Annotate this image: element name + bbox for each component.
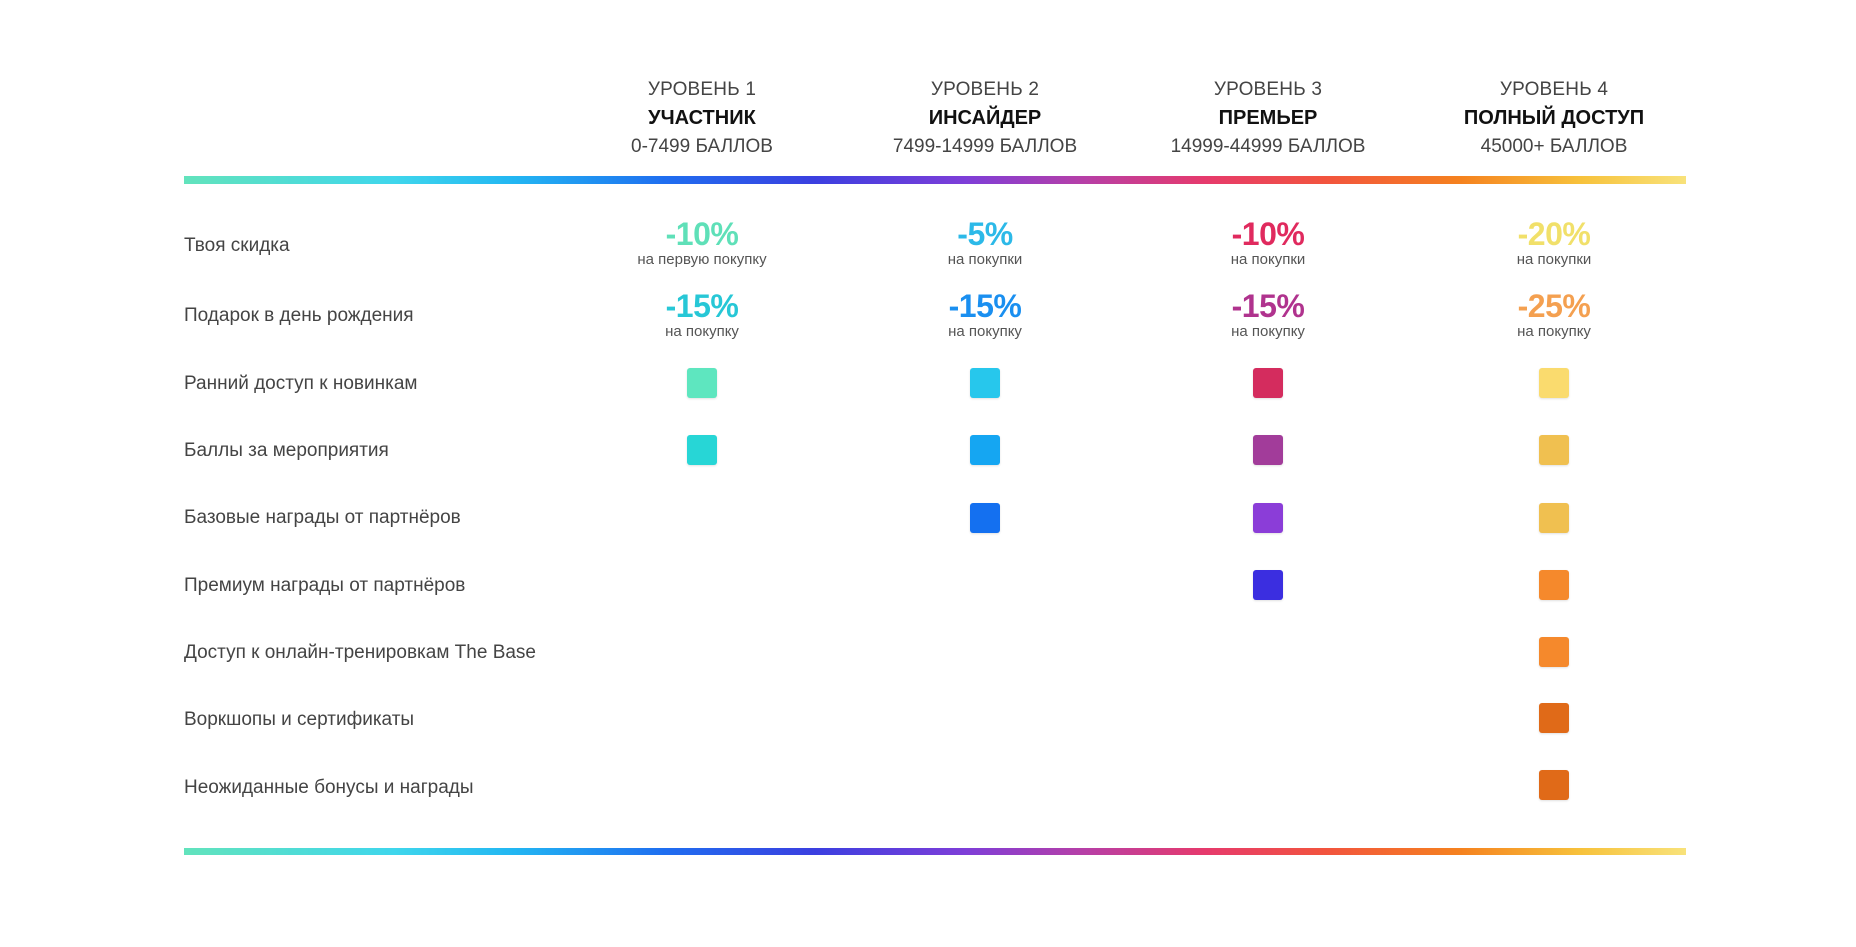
birthday-note: на покупку xyxy=(1231,323,1305,340)
benefit-check-square xyxy=(970,368,1000,398)
benefit-check-square xyxy=(1253,368,1283,398)
tier-level: УРОВЕНЬ 2 xyxy=(930,79,1040,100)
discount-cell-tier-3: -10% на покупки xyxy=(1148,217,1388,269)
benefit-check-square xyxy=(1253,503,1283,533)
tier-name: УЧАСТНИК xyxy=(648,107,756,129)
birthday-cell-tier-1: -15% на покупку xyxy=(582,289,822,341)
discount-note: на покупки xyxy=(1516,251,1592,268)
gradient-divider-bottom xyxy=(184,848,1686,855)
discount-note: на покупки xyxy=(1230,251,1306,268)
tier-range: 45000+ БАЛЛОВ xyxy=(1480,136,1628,157)
benefit-check-square xyxy=(1539,703,1569,733)
row-label-event-points: Баллы за мероприятия xyxy=(184,440,389,461)
benefit-check-square xyxy=(1253,435,1283,465)
gradient-divider-top xyxy=(184,176,1686,184)
birthday-note: на покупку xyxy=(1517,323,1591,340)
birthday-value: -15% xyxy=(665,288,739,324)
discount-note: на первую покупку xyxy=(637,251,767,268)
benefit-check-square xyxy=(1539,503,1569,533)
row-label-surprise-bonuses: Неожиданные бонусы и награды xyxy=(184,777,474,798)
row-label-basic-partner-rewards: Базовые награды от партнёров xyxy=(184,507,461,528)
tier-level: УРОВЕНЬ 1 xyxy=(647,79,757,100)
discount-note: на покупки xyxy=(947,251,1023,268)
discount-value: -10% xyxy=(665,216,739,252)
tier-header-3: УРОВЕНЬ 3 ПРЕМЬЕР 14999-44999 БАЛЛОВ xyxy=(1118,76,1418,160)
benefit-check-square xyxy=(970,503,1000,533)
benefit-check-square xyxy=(1539,368,1569,398)
tier-header-1: УРОВЕНЬ 1 УЧАСТНИК 0-7499 БАЛЛОВ xyxy=(552,76,852,160)
row-label-birthday: Подарок в день рождения xyxy=(184,305,414,326)
benefit-check-square xyxy=(1539,570,1569,600)
benefit-check-square xyxy=(1539,770,1569,800)
discount-cell-tier-1: -10% на первую покупку xyxy=(582,217,822,269)
birthday-note: на покупку xyxy=(948,323,1022,340)
benefit-check-square xyxy=(687,368,717,398)
benefit-check-square xyxy=(1253,570,1283,600)
tier-level: УРОВЕНЬ 4 xyxy=(1499,79,1609,100)
tier-name: ИНСАЙДЕР xyxy=(928,107,1042,129)
tier-name: ПОЛНЫЙ ДОСТУП xyxy=(1463,107,1645,129)
discount-value: -20% xyxy=(1517,216,1591,252)
tier-header-4: УРОВЕНЬ 4 ПОЛНЫЙ ДОСТУП 45000+ БАЛЛОВ xyxy=(1404,76,1704,160)
benefit-check-square xyxy=(970,435,1000,465)
row-label-workshops: Воркшопы и сертификаты xyxy=(184,709,415,730)
discount-value: -5% xyxy=(957,216,1013,252)
row-label-discount: Твоя скидка xyxy=(184,235,290,256)
row-label-early-access: Ранний доступ к новинкам xyxy=(184,373,418,394)
benefit-check-square xyxy=(1539,435,1569,465)
discount-cell-tier-2: -5% на покупки xyxy=(865,217,1105,269)
discount-value: -10% xyxy=(1231,216,1305,252)
tier-range: 14999-44999 БАЛЛОВ xyxy=(1170,136,1366,157)
tier-level: УРОВЕНЬ 3 xyxy=(1213,79,1323,100)
birthday-note: на покупку xyxy=(665,323,739,340)
tier-header-2: УРОВЕНЬ 2 ИНСАЙДЕР 7499-14999 БАЛЛОВ xyxy=(835,76,1135,160)
tier-range: 0-7499 БАЛЛОВ xyxy=(631,136,773,157)
birthday-cell-tier-2: -15% на покупку xyxy=(865,289,1105,341)
birthday-value: -15% xyxy=(1231,288,1305,324)
row-label-premium-partner-rewards: Премиум награды от партнёров xyxy=(184,575,466,596)
benefit-check-square xyxy=(687,435,717,465)
birthday-cell-tier-4: -25% на покупку xyxy=(1434,289,1674,341)
tier-range: 7499-14999 БАЛЛОВ xyxy=(892,136,1078,157)
benefit-check-square xyxy=(1539,637,1569,667)
discount-cell-tier-4: -20% на покупки xyxy=(1434,217,1674,269)
row-label-online-trainings: Доступ к онлайн-тренировкам The Base xyxy=(184,642,537,663)
birthday-value: -15% xyxy=(948,288,1022,324)
birthday-cell-tier-3: -15% на покупку xyxy=(1148,289,1388,341)
birthday-value: -25% xyxy=(1517,288,1591,324)
tier-name: ПРЕМЬЕР xyxy=(1218,107,1318,129)
